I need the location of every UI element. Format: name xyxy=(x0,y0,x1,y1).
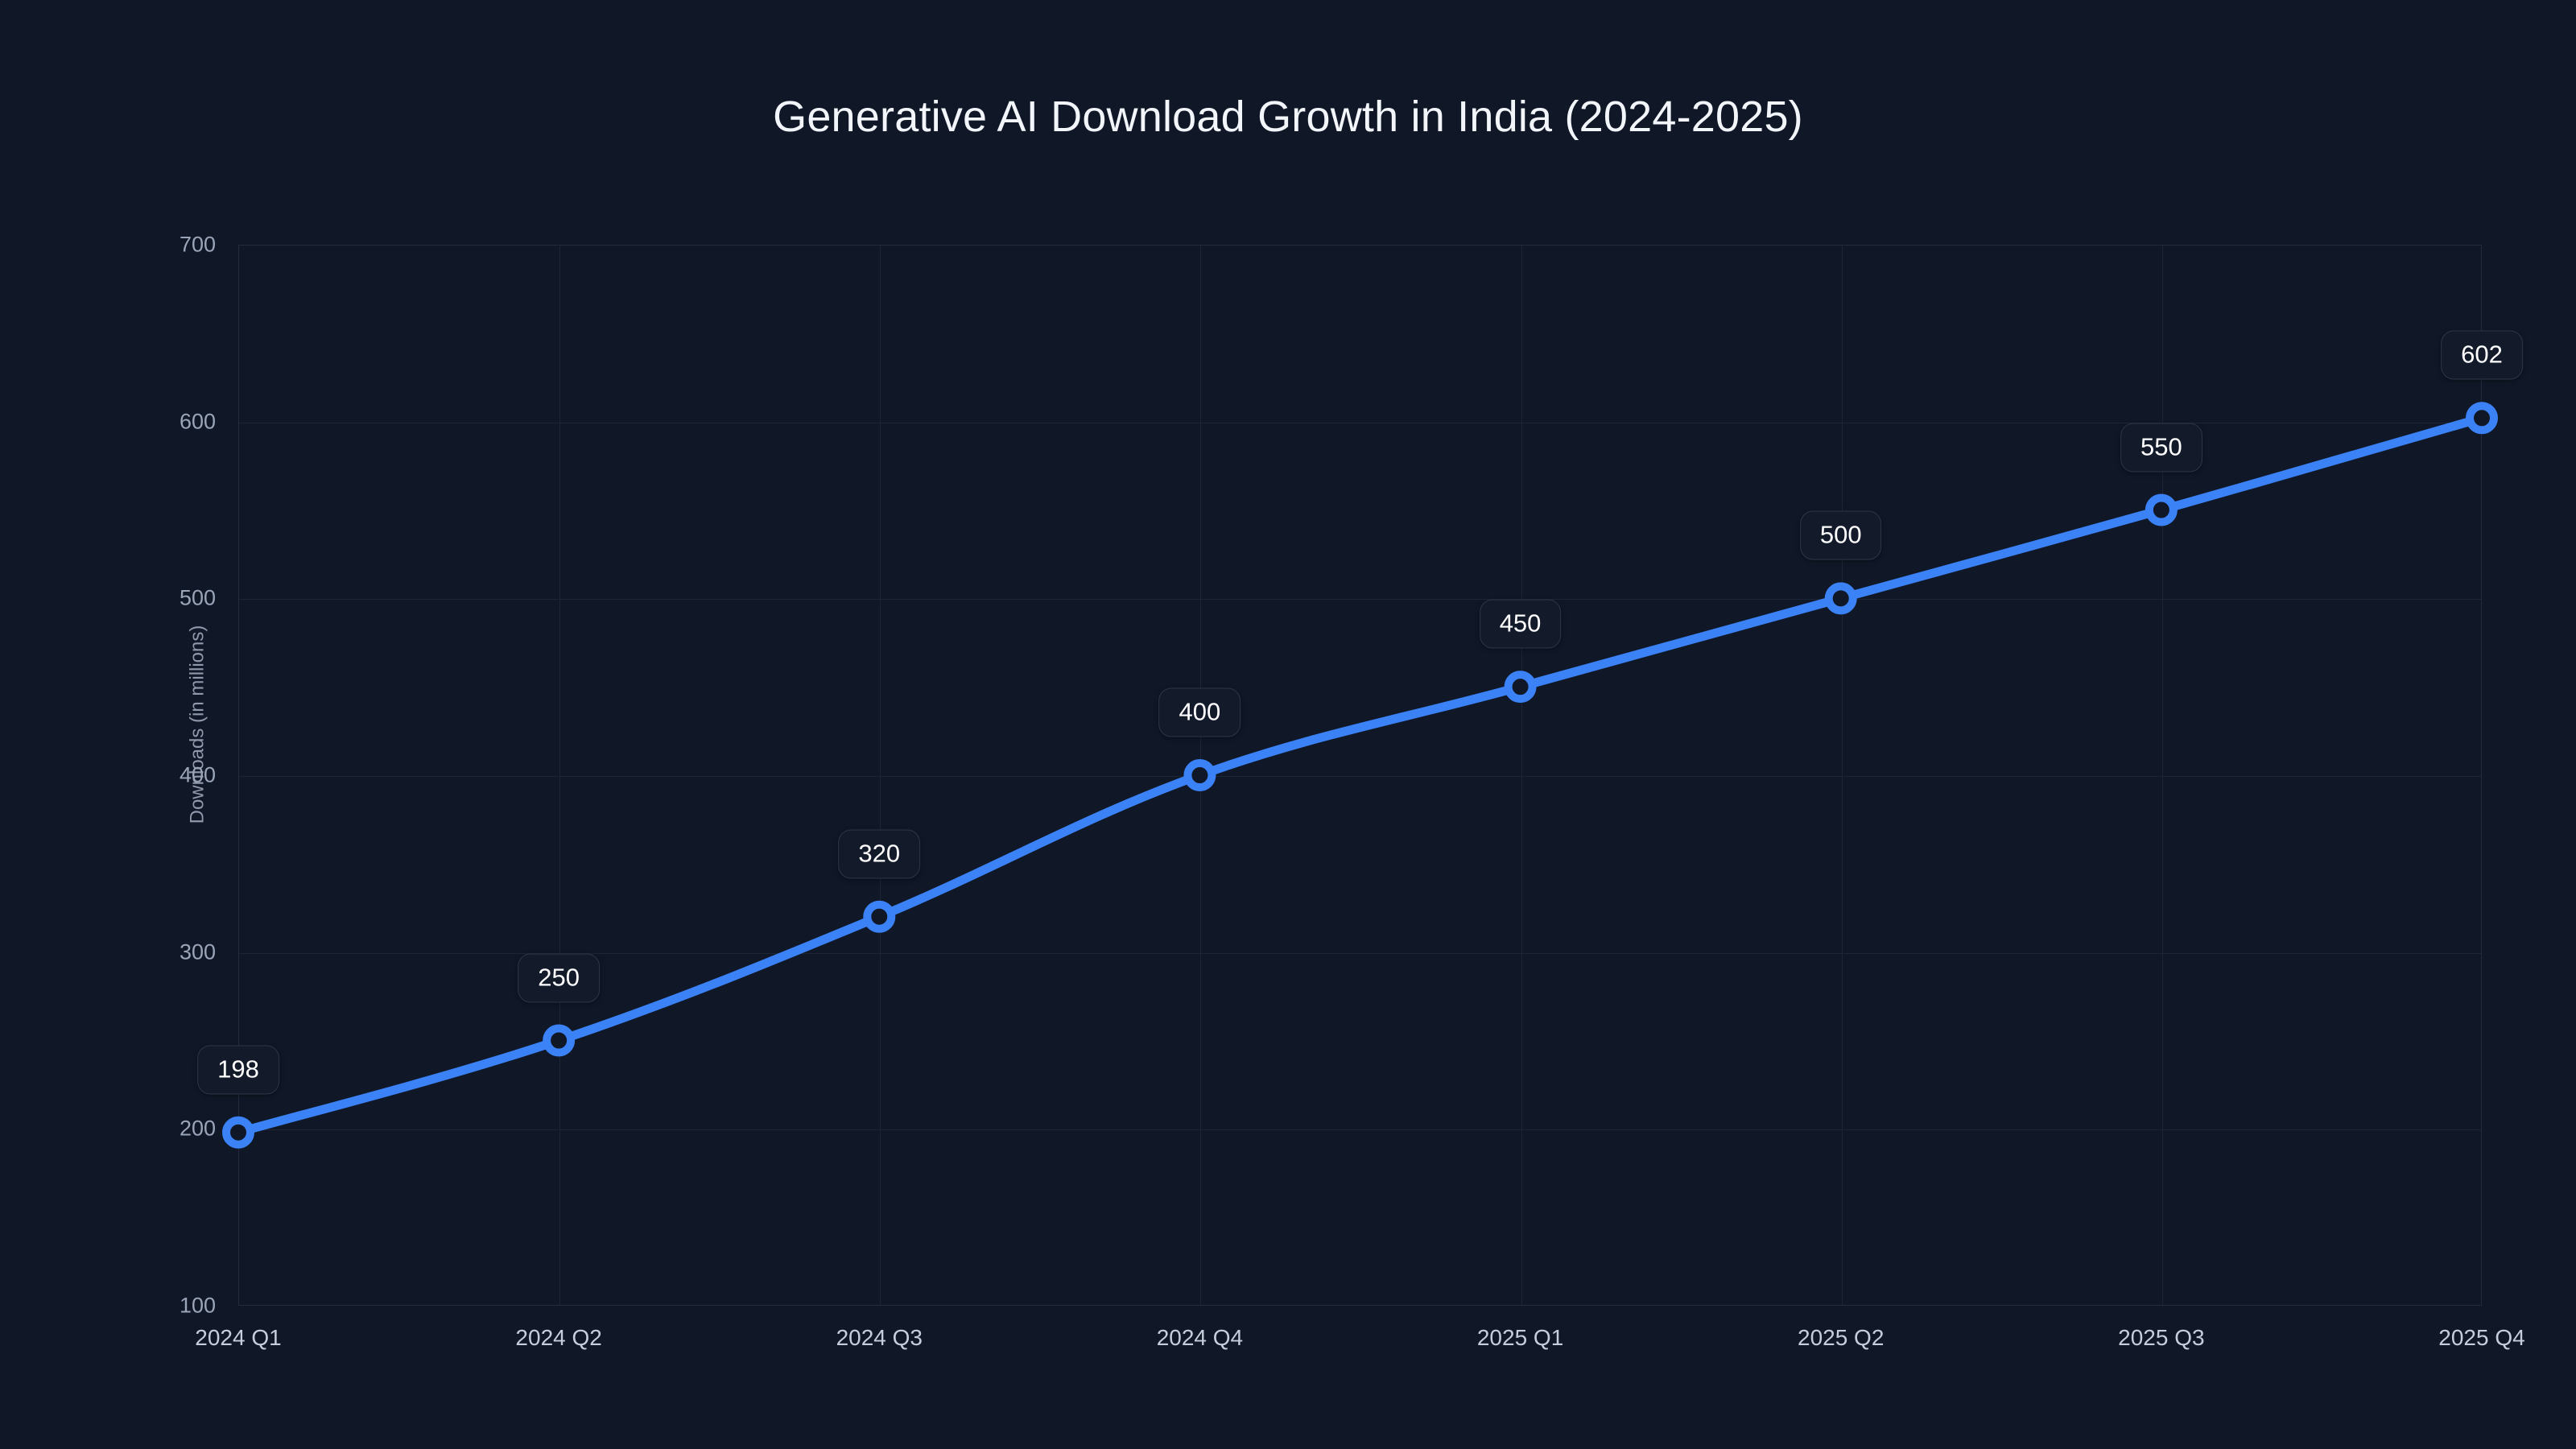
data-point-label: 500 xyxy=(1799,510,1882,560)
data-point-label: 250 xyxy=(518,953,601,1002)
x-axis-tick-label: 2025 Q2 xyxy=(1797,1325,1885,1350)
y-axis-title: Downloads (in millions) xyxy=(186,625,208,824)
x-axis-tick-label: 2024 Q4 xyxy=(1156,1325,1244,1350)
data-point-label: 602 xyxy=(2441,330,2523,380)
gridline-vertical xyxy=(1200,246,1202,1305)
plot-area xyxy=(238,245,2482,1306)
x-axis-tick-label: 2025 Q3 xyxy=(2118,1325,2205,1350)
gridline-vertical xyxy=(2161,246,2163,1305)
chart-title: Generative AI Download Growth in India (… xyxy=(773,93,1803,141)
data-point-label: 450 xyxy=(1479,599,1562,649)
x-axis-tick-label: 2024 Q3 xyxy=(836,1325,923,1350)
data-point-label: 550 xyxy=(2120,423,2202,472)
gridline-vertical xyxy=(880,246,881,1305)
y-axis-tick-label: 700 xyxy=(179,232,216,257)
y-axis-tick-label: 100 xyxy=(179,1293,216,1318)
x-axis-tick-label: 2025 Q1 xyxy=(1476,1325,1564,1350)
y-axis-tick-label: 400 xyxy=(179,762,216,787)
x-axis-tick-label: 2024 Q2 xyxy=(515,1325,602,1350)
data-point-label: 400 xyxy=(1158,687,1241,737)
y-axis-tick-label: 500 xyxy=(179,585,216,610)
data-point-label: 198 xyxy=(197,1045,279,1095)
gridline-horizontal xyxy=(239,776,2481,777)
y-axis-tick-label: 600 xyxy=(179,409,216,434)
gridline-vertical xyxy=(1841,246,1843,1305)
x-axis-tick-label: 2024 Q1 xyxy=(195,1325,282,1350)
x-axis-tick-label: 2025 Q4 xyxy=(2438,1325,2525,1350)
gridline-vertical xyxy=(1521,246,1522,1305)
gridline-horizontal xyxy=(239,1129,2481,1131)
y-axis-tick-label: 200 xyxy=(179,1116,216,1141)
data-point-label: 320 xyxy=(838,829,921,879)
gridline-vertical xyxy=(559,246,561,1305)
y-axis-tick-label: 300 xyxy=(179,939,216,964)
gridline-horizontal xyxy=(239,599,2481,601)
